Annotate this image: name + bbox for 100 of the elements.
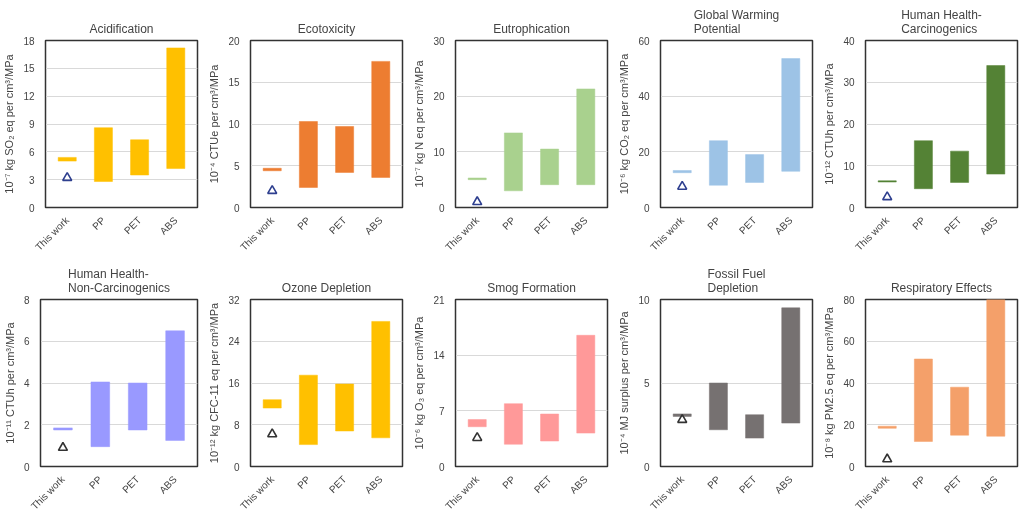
bar <box>371 321 391 439</box>
bar <box>745 154 764 183</box>
bar <box>262 168 282 172</box>
y-tick-label: 20 <box>638 146 650 158</box>
y-tick-label: 30 <box>843 77 855 89</box>
y-tick-label: 12 <box>23 91 35 103</box>
chart-title: Eutrophication <box>493 21 570 36</box>
y-tick-label: 0 <box>643 461 650 473</box>
y-tick-label: 0 <box>28 202 35 214</box>
bar <box>335 383 354 432</box>
bar <box>504 403 523 445</box>
y-tick-label: 14 <box>433 350 445 362</box>
y-tick-label: 8 <box>23 294 30 306</box>
y-tick-label: 80 <box>843 294 855 306</box>
chart-title: Respiratory Effects <box>890 280 993 295</box>
y-tick-label: 0 <box>438 461 445 473</box>
x-tick-label: PP <box>90 214 108 232</box>
x-tick-label: PP <box>86 473 105 491</box>
y-tick-label: 15 <box>23 63 35 75</box>
y-tick-label: 0 <box>438 202 445 214</box>
y-tick-label: 5 <box>233 160 240 172</box>
y-tick-label: 30 <box>433 35 445 47</box>
x-tick-label: PP <box>500 214 518 232</box>
y-tick-label: 7 <box>438 405 445 417</box>
bar <box>745 414 764 439</box>
y-axis-title: 10⁻⁷ kg SO₂ eq per cm³/MPa <box>3 53 16 194</box>
y-axis-title: 10⁻¹¹ CTUh per cm³/MPa <box>3 321 16 444</box>
chart-title: Human Health-Carcinogenics <box>901 7 982 36</box>
chart-title: Global Warming Potential <box>693 7 780 36</box>
y-tick-label: 5 <box>643 378 650 389</box>
chart-title: Human Health-Non-Carcinogenics <box>67 266 171 295</box>
bar <box>576 88 596 185</box>
bar <box>709 382 728 431</box>
y-tick-label: 21 <box>433 294 445 306</box>
y-tick-label: 16 <box>228 378 240 389</box>
y-axis-title: 10⁻⁴ MJ surplus per cm³/MPa <box>618 310 631 455</box>
y-tick-label: 20 <box>228 35 240 47</box>
y-tick-label: 0 <box>848 461 855 473</box>
y-axis-title: 10⁻⁸ kg PM2.5 eq per cm³/MPa <box>823 306 836 459</box>
y-tick-label: 18 <box>23 35 35 47</box>
bar <box>781 58 801 172</box>
bar <box>986 299 1006 437</box>
bar <box>130 139 149 176</box>
y-tick-label: 15 <box>228 77 240 89</box>
y-tick-label: 10 <box>433 146 445 158</box>
bar <box>540 413 559 442</box>
x-tick-label: PP <box>295 214 313 232</box>
bar <box>335 126 354 173</box>
y-tick-label: 6 <box>23 336 30 348</box>
bar <box>467 419 487 427</box>
y-axis-title: 10⁻¹² CTUh per cm³/MPa <box>823 62 836 185</box>
chart-title: Acidification <box>89 21 154 36</box>
y-tick-label: 0 <box>23 461 30 473</box>
bar <box>94 127 113 182</box>
x-tick-label: PP <box>295 473 313 491</box>
y-tick-label: 40 <box>638 91 650 103</box>
bar <box>299 374 318 445</box>
bar <box>914 358 933 442</box>
y-tick-label: 20 <box>843 419 855 431</box>
bar <box>299 121 318 188</box>
y-tick-label: 9 <box>28 119 35 130</box>
chart-title: Ecotoxicity <box>297 21 356 36</box>
chart-title: Smog Formation <box>487 280 576 295</box>
bar <box>672 170 692 173</box>
bar <box>90 381 110 447</box>
bar <box>986 65 1006 175</box>
y-tick-label: 20 <box>843 119 855 130</box>
bar <box>504 132 523 192</box>
chart-title: Fossil Fuel Depletion <box>707 266 766 295</box>
x-tick-label: PP <box>705 214 723 232</box>
bar <box>57 157 77 162</box>
bar <box>576 335 596 434</box>
y-tick-label: 20 <box>433 91 445 103</box>
y-tick-label: 10 <box>638 294 650 306</box>
bar <box>128 382 148 431</box>
x-tick-label: PP <box>705 473 723 491</box>
bar <box>53 427 73 431</box>
bar <box>262 399 282 409</box>
y-tick-label: 0 <box>233 202 240 214</box>
y-tick-label: 8 <box>233 419 240 431</box>
y-tick-label: 60 <box>638 35 650 47</box>
bar <box>781 307 801 424</box>
y-tick-label: 0 <box>643 202 650 214</box>
y-tick-label: 4 <box>23 378 30 389</box>
y-tick-label: 3 <box>28 174 35 186</box>
bar <box>950 386 969 436</box>
y-tick-label: 6 <box>28 146 35 158</box>
y-tick-label: 10 <box>228 119 240 130</box>
bar <box>950 150 969 183</box>
bar <box>709 140 728 186</box>
x-tick-label: PP <box>500 473 518 491</box>
x-tick-label: PP <box>910 473 928 491</box>
y-axis-title: 10⁻⁷ kg N eq per cm³/MPa <box>413 59 426 188</box>
y-tick-label: 32 <box>228 294 240 306</box>
bar <box>371 61 391 178</box>
bar <box>165 330 185 441</box>
bar <box>914 140 933 189</box>
y-tick-label: 60 <box>843 336 855 348</box>
y-axis-title: 10⁻⁶ kg O₃ eq per cm³/MPa <box>413 315 426 450</box>
bar <box>540 148 559 185</box>
